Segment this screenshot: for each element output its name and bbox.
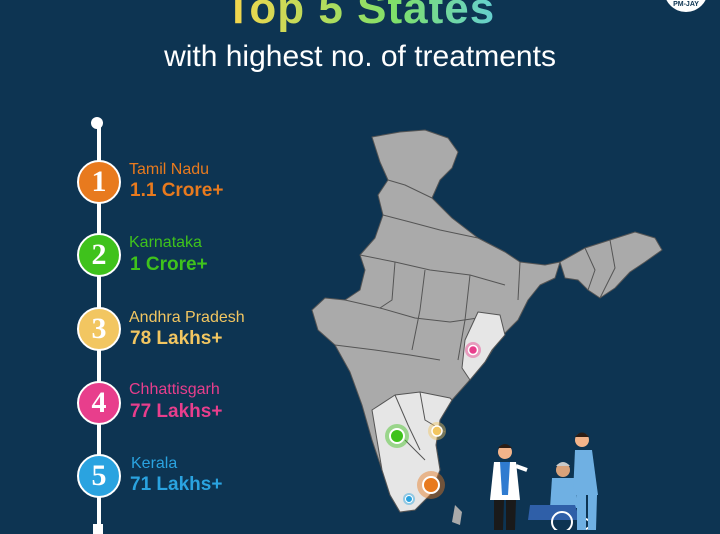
state-value-2: 1 Crore+	[130, 254, 208, 275]
state-name-2: Karnataka	[129, 234, 202, 251]
state-value-5: 71 Lakhs+	[130, 474, 223, 495]
page-subtitle: with highest no. of treatments	[164, 40, 556, 73]
rank-badge-1: 1	[77, 160, 121, 204]
state-value-4: 77 Lakhs+	[130, 401, 223, 422]
state-value-3: 78 Lakhs+	[130, 328, 223, 349]
logo-text: PM-JAY	[673, 1, 699, 8]
india-map	[311, 129, 663, 530]
state-markers	[385, 342, 481, 505]
rank-badge-5: 5	[77, 454, 121, 498]
map-states	[311, 129, 663, 525]
healthcare-workers-illustration	[490, 432, 598, 530]
state-name-4: Chhattisgarh	[129, 381, 220, 398]
pmjay-logo: PM-JAY	[664, 0, 708, 12]
state-name-1: Tamil Nadu	[129, 161, 210, 178]
state-name-5: Kerala	[131, 455, 178, 472]
rank-badge-3: 3	[77, 307, 121, 351]
rank-badge-4: 4	[77, 381, 121, 425]
timeline-end-marker	[93, 524, 103, 534]
state-value-1: 1.1 Crore+	[130, 180, 224, 201]
page-title: Top 5 States	[0, 0, 720, 34]
rank-badge-2: 2	[77, 233, 121, 277]
state-name-3: Andhra Pradesh	[129, 309, 245, 326]
